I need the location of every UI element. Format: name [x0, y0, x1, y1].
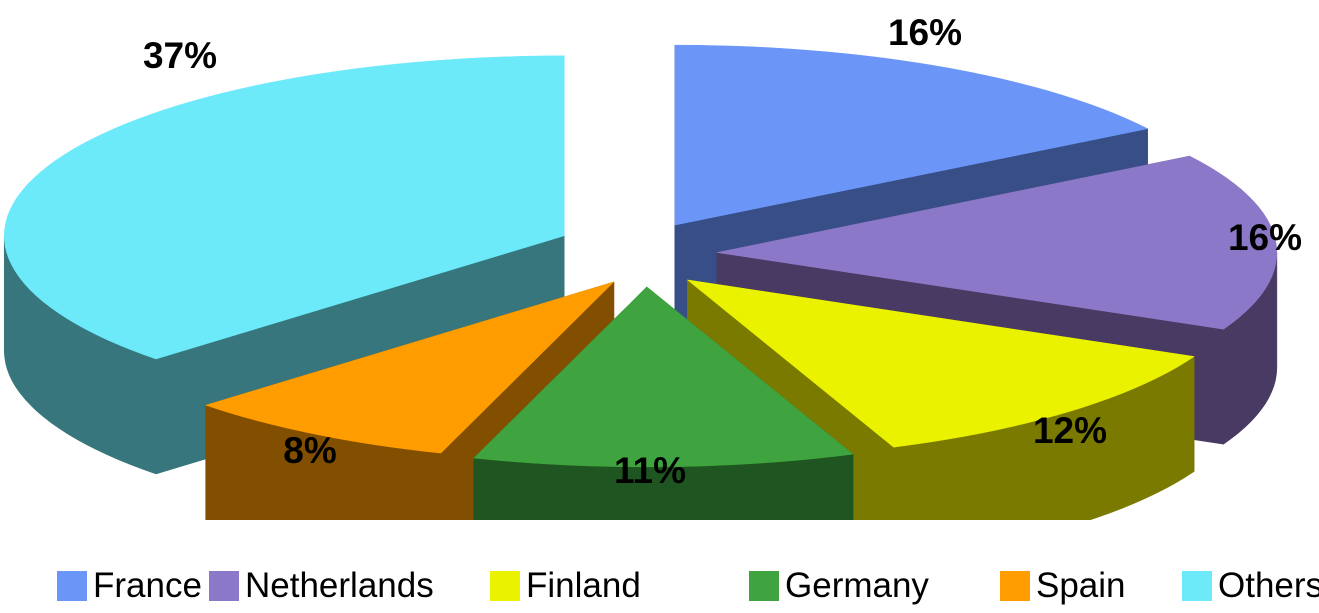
legend-swatch-france [57, 571, 87, 601]
legend-label-france: France [93, 566, 202, 605]
legend-swatch-netherlands [209, 571, 239, 601]
slice-spain-top [204, 281, 615, 454]
data-label-france: 16% [888, 12, 962, 53]
slices-layer [3, 44, 1278, 520]
legend: France Netherlands Finland Germany Spain Othe… [0, 566, 1319, 613]
legend-swatch-spain [1000, 571, 1030, 601]
legend-item-germany: Germany [749, 566, 929, 606]
slice-netherlands-top [716, 155, 1278, 330]
slice-germany-top [473, 286, 854, 468]
legend-swatch-finland [490, 571, 520, 601]
legend-item-spain: Spain [1000, 566, 1126, 606]
legend-item-france: France [57, 566, 202, 606]
labels-layer: 16% 16% 12% 11% 8% 37% [143, 12, 1302, 491]
legend-label-netherlands: Netherlands [245, 566, 434, 605]
data-label-spain: 8% [283, 430, 336, 471]
data-label-finland: 12% [1033, 410, 1107, 451]
data-label-others: 37% [143, 35, 217, 76]
legend-swatch-others [1182, 571, 1212, 601]
slice-others-top [4, 55, 565, 360]
slice-germany [473, 286, 854, 520]
legend-item-finland: Finland [490, 566, 641, 606]
legend-label-finland: Finland [526, 566, 641, 605]
data-label-netherlands: 16% [1228, 217, 1302, 258]
slice-finland-top [686, 279, 1195, 448]
legend-label-spain: Spain [1036, 566, 1126, 605]
legend-label-others: Others [1218, 566, 1319, 605]
legend-label-germany: Germany [785, 566, 929, 605]
legend-swatch-germany [749, 571, 779, 601]
legend-item-netherlands: Netherlands [209, 566, 434, 606]
legend-item-others: Others [1182, 566, 1319, 606]
slice-france-top [674, 44, 1149, 226]
pie-chart: 16% 16% 12% 11% 8% 37% [3, 12, 1302, 520]
data-label-germany: 11% [614, 450, 686, 491]
